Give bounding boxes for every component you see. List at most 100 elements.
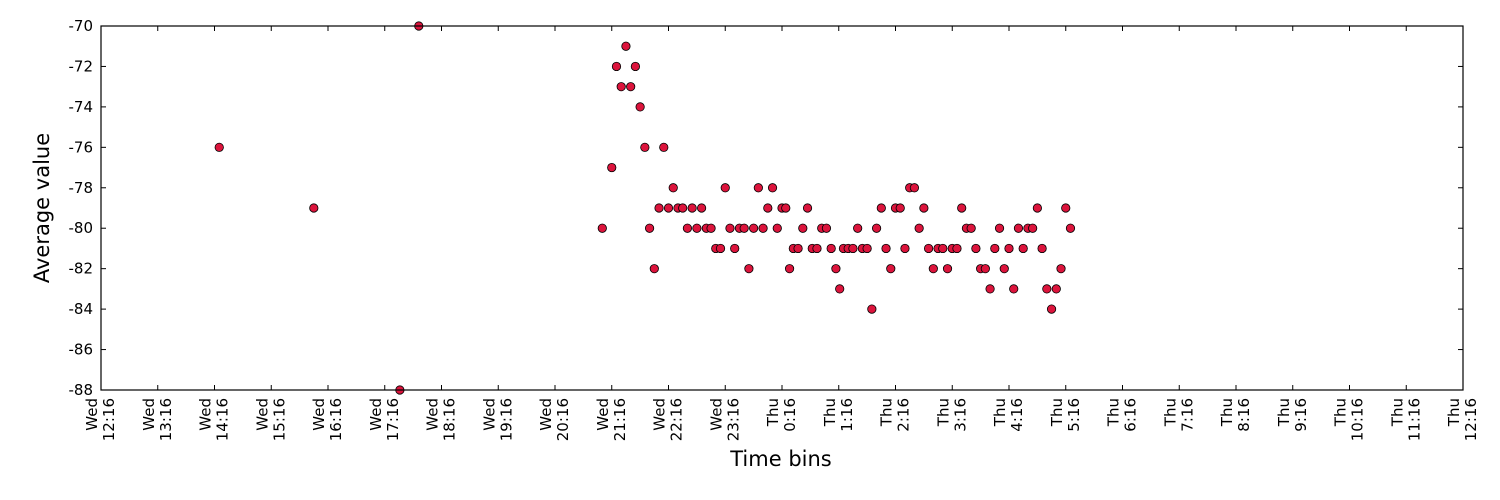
data-point — [980, 264, 990, 274]
x-tick-label-time: 14:16 — [214, 398, 232, 441]
x-tick-label-time: 6:16 — [1122, 398, 1140, 432]
x-tick-label-day: Thu — [1332, 398, 1350, 427]
data-point — [720, 183, 730, 193]
data-point — [900, 243, 910, 254]
x-tick-label-time: 12:16 — [1462, 398, 1480, 441]
data-point — [668, 183, 678, 193]
data-point — [687, 203, 697, 213]
x-tick-label-day: Wed — [594, 398, 612, 431]
data-point — [1037, 243, 1047, 254]
x-tick-label-day: Wed — [367, 398, 385, 431]
x-tick-label-day: Wed — [310, 398, 328, 431]
data-point — [696, 203, 707, 213]
x-tick-label-day: Thu — [1218, 398, 1236, 427]
data-point — [659, 142, 669, 152]
data-point — [835, 284, 845, 294]
x-tick-label-time: 18:16 — [441, 398, 459, 441]
data-point — [881, 243, 891, 254]
data-point — [682, 223, 693, 233]
data-point — [725, 223, 735, 233]
data-point — [214, 142, 224, 152]
x-tick-label-time: 17:16 — [384, 398, 402, 441]
data-point — [784, 264, 795, 274]
data-point — [798, 223, 808, 233]
x-tick-label-time: 22:16 — [668, 398, 686, 441]
data-point — [749, 223, 759, 233]
x-tick-label-time: 12:16 — [100, 398, 118, 441]
y-tick-label: -84 — [69, 300, 94, 318]
data-point — [919, 203, 929, 213]
data-point — [767, 183, 778, 193]
data-point — [1065, 223, 1076, 233]
data-point — [928, 264, 938, 274]
data-point — [715, 243, 726, 254]
data-point — [607, 162, 617, 173]
data-point — [597, 223, 607, 233]
x-tick-label-day: Thu — [1445, 398, 1463, 427]
x-tick-label-day: Thu — [991, 398, 1009, 427]
x-tick-label-time: 13:16 — [157, 398, 175, 441]
x-tick-label-time: 21:16 — [611, 398, 629, 441]
data-point — [923, 243, 934, 254]
x-tick-label-time: 8:16 — [1235, 398, 1253, 432]
data-point — [772, 223, 782, 233]
x-tick-label-day: Wed — [651, 398, 669, 431]
data-point — [938, 243, 948, 254]
data-point — [753, 183, 763, 193]
data-point — [654, 203, 664, 213]
x-tick-label-time: 10:16 — [1349, 398, 1367, 441]
data-point — [616, 82, 626, 92]
x-tick-label-time: 9:16 — [1292, 398, 1310, 432]
y-axis-title: Average value — [30, 133, 54, 283]
y-tick-label: -74 — [69, 98, 94, 116]
x-tick-label-day: Wed — [707, 398, 725, 431]
data-point — [635, 102, 645, 112]
y-tick-label: -86 — [69, 341, 94, 359]
data-point — [621, 41, 631, 51]
data-point — [966, 223, 976, 233]
x-tick-label-time: 3:16 — [951, 398, 969, 432]
x-tick-label-time: 2:16 — [895, 398, 913, 432]
data-point — [1051, 284, 1061, 294]
data-point — [952, 243, 962, 254]
data-point — [763, 203, 773, 213]
data-point — [611, 61, 622, 72]
x-tick-label-day: Wed — [140, 398, 158, 431]
data-point — [1013, 223, 1024, 233]
x-tick-label-time: 16:16 — [327, 398, 345, 441]
x-tick-label-time: 23:16 — [724, 398, 742, 441]
x-tick-label-day: Thu — [1048, 398, 1066, 427]
data-point — [895, 203, 905, 213]
data-point — [862, 243, 872, 254]
data-point — [886, 264, 896, 274]
y-tick-label: -82 — [69, 260, 94, 278]
y-tick-label: -72 — [69, 57, 94, 75]
x-tick-label-day: Wed — [253, 398, 271, 431]
x-tick-label-day: Thu — [764, 398, 782, 427]
data-point — [1018, 243, 1028, 254]
data-point — [957, 203, 967, 213]
data-point — [1042, 284, 1052, 294]
data-point — [744, 264, 754, 274]
data-point — [1032, 203, 1042, 213]
y-tick-label: -88 — [69, 381, 94, 399]
data-point — [848, 243, 858, 254]
data-point — [821, 223, 832, 233]
data-point — [1009, 284, 1019, 294]
data-point — [871, 223, 882, 233]
data-point — [826, 243, 836, 254]
y-tick-label: -78 — [69, 179, 94, 197]
data-point — [630, 61, 641, 72]
x-tick-label-day: Thu — [878, 398, 896, 427]
data-point — [876, 203, 886, 213]
x-tick-label-time: 20:16 — [554, 398, 572, 441]
x-tick-label-day: Thu — [934, 398, 952, 427]
data-point — [1056, 264, 1066, 274]
x-tick-label-time: 1:16 — [838, 398, 856, 432]
data-point — [802, 203, 813, 213]
y-tick-label: -76 — [69, 138, 94, 156]
y-tick-label: -80 — [69, 219, 94, 237]
data-point — [990, 243, 1000, 254]
data-point — [831, 264, 841, 274]
